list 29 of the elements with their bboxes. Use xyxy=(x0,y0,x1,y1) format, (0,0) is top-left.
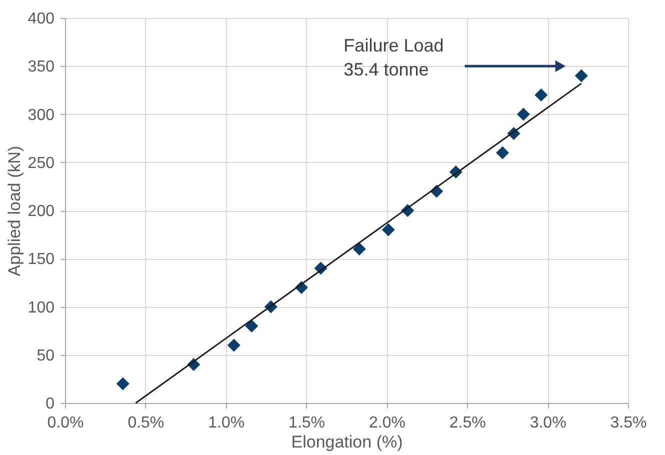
y-axis-title: Applied load (kN) xyxy=(4,146,24,276)
y-tick-label: 100 xyxy=(28,299,55,316)
x-axis-title: Elongation (%) xyxy=(291,432,403,452)
x-tick-label: 0.0% xyxy=(47,414,84,432)
point xyxy=(534,88,548,102)
y-tick-label: 250 xyxy=(28,154,55,172)
point xyxy=(116,377,130,390)
annotation: Failure Load 35.4 tonne xyxy=(344,35,444,80)
y-tick-label: 300 xyxy=(28,106,55,124)
y-tick-label: 350 xyxy=(28,58,55,76)
x-tick-label: 1.0% xyxy=(208,414,245,432)
y-tick-label: 50 xyxy=(36,347,55,364)
y-tick-label: 400 xyxy=(28,10,55,28)
x-tick-label: 2.0% xyxy=(368,414,406,432)
y-tick-label: 200 xyxy=(28,203,55,220)
point xyxy=(227,338,240,352)
x-tick-label: 1.5% xyxy=(288,414,326,432)
point xyxy=(352,242,366,256)
x-tick-label: 3.0% xyxy=(530,414,566,432)
y-tick-label: 150 xyxy=(28,251,55,268)
point xyxy=(574,69,588,82)
x-tick-label: 0.5% xyxy=(128,414,164,432)
point xyxy=(496,146,510,160)
point xyxy=(516,108,530,121)
y-tick-label: 0 xyxy=(46,396,55,412)
x-tick-label: 2.5% xyxy=(449,414,486,432)
point xyxy=(382,223,395,236)
point xyxy=(245,319,258,333)
x-tick-label: 3.5% xyxy=(610,414,647,432)
